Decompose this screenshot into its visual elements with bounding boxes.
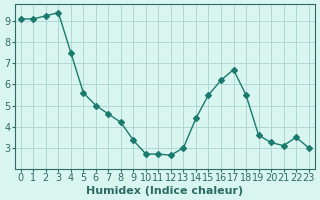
X-axis label: Humidex (Indice chaleur): Humidex (Indice chaleur) — [86, 186, 243, 196]
